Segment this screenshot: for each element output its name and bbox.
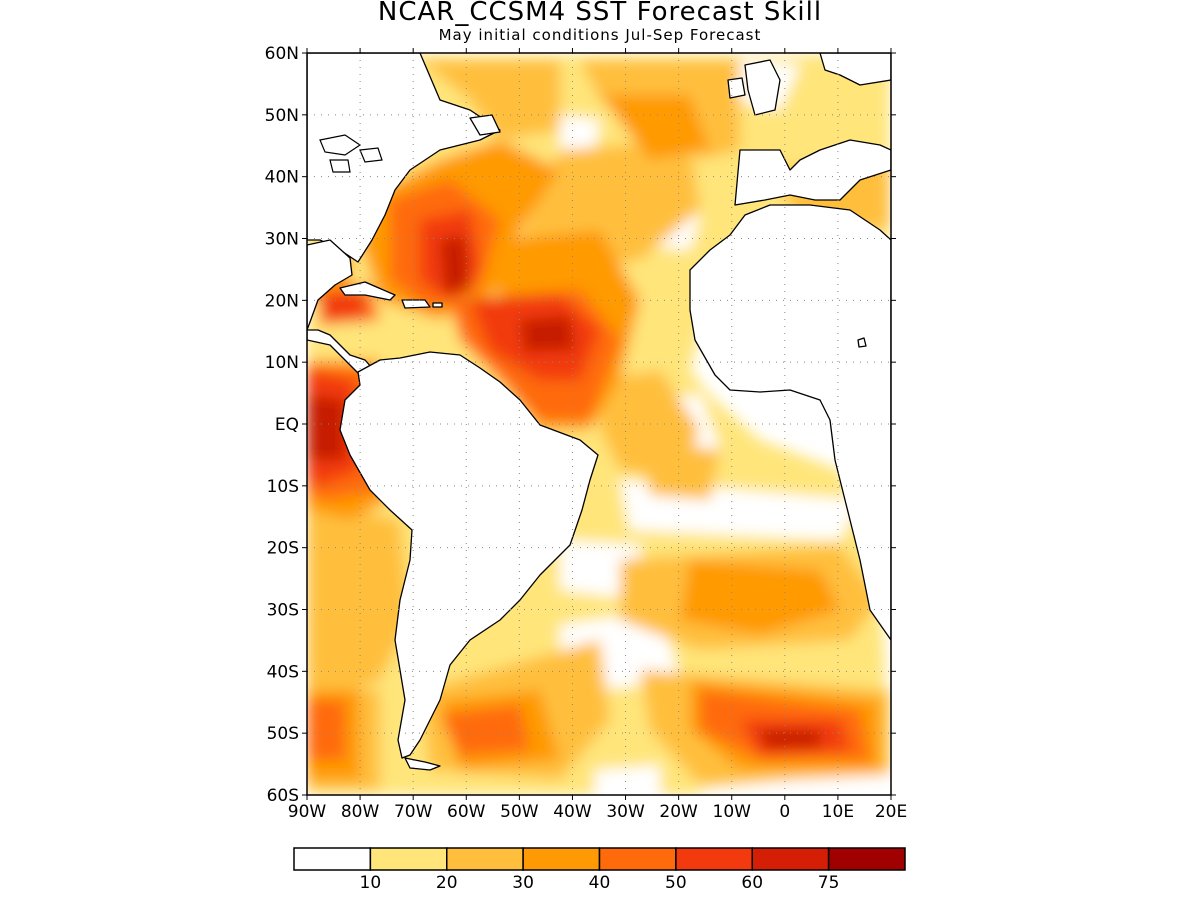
color-legend: 10 20 30 40 50 60 75 [293, 847, 906, 893]
great-lakes [319, 134, 383, 173]
lon-tick-label: 20W [659, 802, 698, 822]
lat-tick-label: 10N [265, 353, 299, 373]
legend-label: 75 [818, 873, 840, 893]
map-subtitle: May initial conditions Jul-Sep Forecast [438, 26, 762, 44]
lat-tick-label: 20S [267, 539, 299, 559]
legend-label: 60 [741, 873, 763, 893]
lat-tick-label: 40S [267, 662, 299, 682]
legend-swatch [598, 847, 677, 871]
skill-field [307, 53, 891, 795]
lon-tick-label: 10W [713, 802, 752, 822]
legend-label: 20 [436, 873, 458, 893]
lon-tick-label: 40W [553, 802, 592, 822]
lat-tick-label: 60S [267, 786, 299, 806]
legend-label: 10 [360, 873, 382, 893]
lat-tick-label: 30N [265, 230, 299, 250]
legend-swatch [522, 847, 601, 871]
map-grid [307, 53, 891, 795]
lat-tick-label: 50S [267, 724, 299, 744]
lat-tick-label: 50N [265, 106, 299, 126]
map-title: NCAR_CCSM4 SST Forecast Skill [377, 0, 823, 27]
lat-tick-label: 20N [265, 291, 299, 311]
lat-tick-label: 10S [267, 477, 299, 497]
legend-swatch [827, 847, 906, 871]
legend-swatch [675, 847, 753, 871]
lon-tick-label: 60W [447, 802, 486, 822]
lon-tick-label: 20E [875, 802, 907, 822]
lon-tick-label: 90W [288, 802, 327, 822]
axis-ticks [302, 48, 896, 800]
lon-tick-label: 50W [500, 802, 539, 822]
lon-tick-label: 70W [394, 802, 433, 822]
legend-label: 50 [665, 873, 687, 893]
legend-swatch [369, 847, 448, 871]
legend-label: 40 [589, 873, 611, 893]
lon-tick-label: 80W [341, 802, 380, 822]
lon-tick-label: 0 [779, 802, 790, 822]
legend-label: 30 [512, 873, 534, 893]
lat-tick-label: 60N [265, 44, 299, 64]
legend-swatch [293, 847, 372, 871]
lon-tick-label: 10E [822, 802, 854, 822]
lat-tick-label: 40N [265, 168, 299, 188]
lon-tick-label: 30W [606, 802, 645, 822]
lat-tick-label: EQ [275, 415, 299, 435]
lat-axis: 60N 50N 40N 30N 20N 10N EQ 10S 20S 30S 40S 50S 60S [265, 44, 299, 806]
lat-tick-label: 30S [267, 601, 299, 621]
lon-axis: 90W 80W 70W 60W 50W 40W 30W 20W 10W 0 10E 20E [288, 802, 907, 822]
legend-swatch [751, 847, 830, 871]
legend-swatch [446, 847, 524, 871]
